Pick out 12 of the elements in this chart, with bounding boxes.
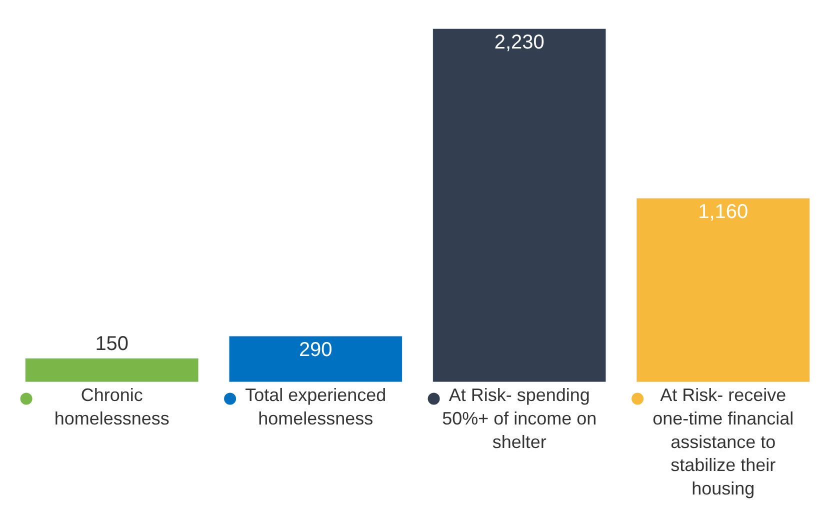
bar <box>228 336 402 382</box>
x-tick-label: Total experienced homelessness <box>245 385 386 428</box>
x-tick-label: At Risk- spending 50%+ of income on shelter <box>442 385 597 452</box>
data-label: 290 <box>298 339 332 362</box>
data-label: 1,160 <box>698 201 748 224</box>
bar <box>25 358 199 382</box>
bar <box>636 198 810 382</box>
data-label: 150 <box>95 333 129 356</box>
data-label: 2,230 <box>494 32 544 54</box>
x-tick-label: Chronic homelessness <box>54 385 170 428</box>
bar <box>432 28 606 382</box>
x-tick-label: At Risk- receive one-time financial assistance to stabilize their housing <box>652 385 794 499</box>
